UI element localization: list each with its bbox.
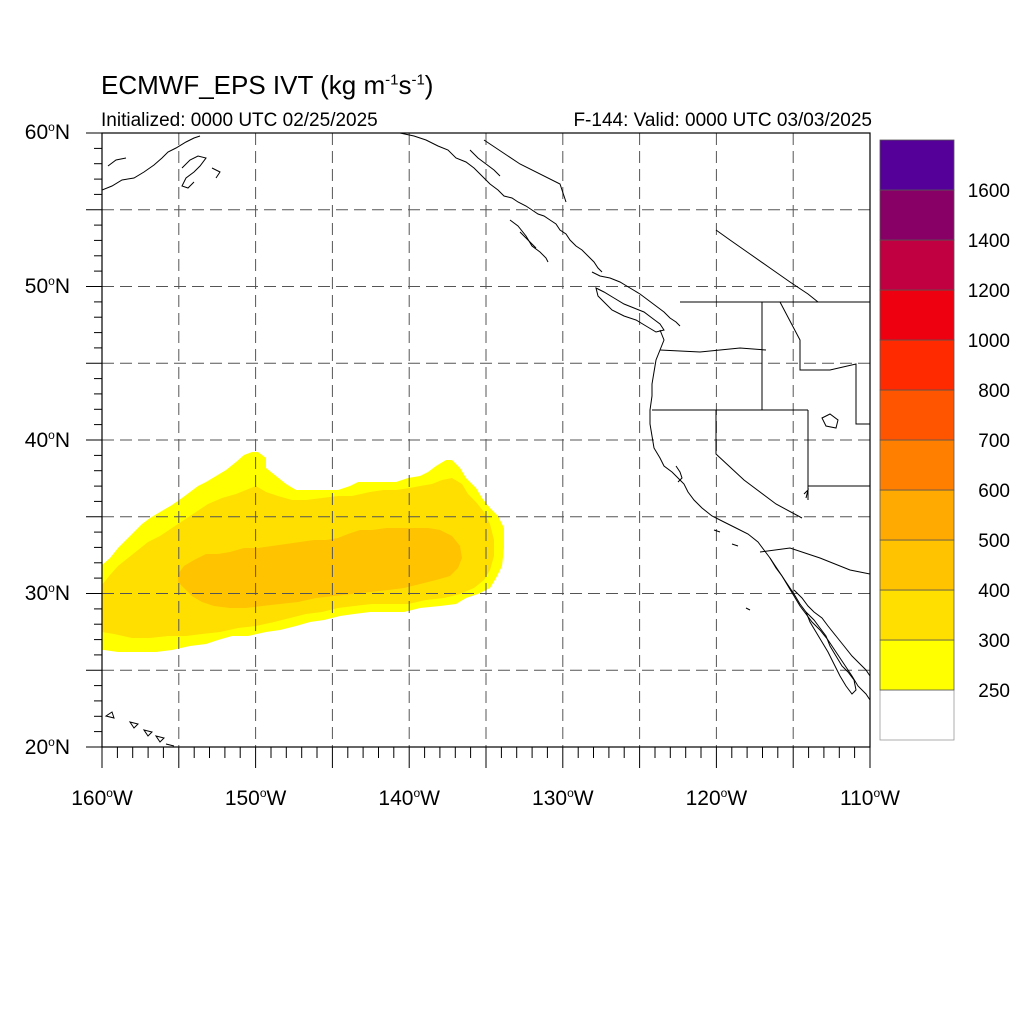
lon-label-130w: 130oW xyxy=(532,786,594,810)
colorbar-swatch xyxy=(879,339,955,391)
colorbar-swatch xyxy=(879,189,955,241)
montana-border xyxy=(779,301,870,425)
colorbar-swatch xyxy=(879,639,955,691)
colorbar-swatch xyxy=(879,589,955,641)
alaska-canada-border xyxy=(483,139,567,203)
colorbar-label: 600 xyxy=(978,481,1010,502)
axis-ticks xyxy=(86,132,871,768)
bc-coast xyxy=(591,271,681,327)
colorbar-swatch xyxy=(879,689,955,741)
lat-label-40n: 40oN xyxy=(24,428,70,452)
lon-label-150w: 150oW xyxy=(224,786,287,810)
lon-label-120w: 120oW xyxy=(685,786,748,810)
graticule xyxy=(102,133,870,747)
colorbar-swatch xyxy=(879,139,955,191)
washington-oregon-border xyxy=(659,347,767,353)
colorbar-label: 500 xyxy=(978,531,1010,552)
colorbar-label: 1400 xyxy=(968,231,1010,252)
vancouver-island xyxy=(595,287,665,333)
hawaii-islands xyxy=(104,711,175,747)
alaska-panhandle-coast xyxy=(399,133,603,273)
ivt-shading xyxy=(102,452,504,652)
coastlines xyxy=(102,133,870,747)
us-west-coast xyxy=(649,329,870,701)
colorbar-swatch xyxy=(879,539,955,591)
california-nevada-border xyxy=(715,410,803,519)
canadian-rockies xyxy=(715,229,819,303)
lon-label-140w: 140oW xyxy=(378,786,440,810)
lat-label-20n: 20oN xyxy=(24,735,70,759)
colorbar-label: 250 xyxy=(978,681,1010,702)
colorbar-swatch xyxy=(879,489,955,541)
colorbar-swatch xyxy=(879,239,955,291)
colorbar-swatch xyxy=(879,439,955,491)
great-salt-lake xyxy=(821,413,839,429)
lat-label-60n: 60oN xyxy=(24,120,70,144)
colorbar-swatch xyxy=(879,389,955,441)
colorbar-label: 800 xyxy=(978,381,1010,402)
colorbar-label: 400 xyxy=(978,581,1010,602)
initialized-time: Initialized: 0000 UTC 02/25/2025 xyxy=(101,110,378,131)
lon-label-160w: 160oW xyxy=(71,786,133,810)
chart-title: ECMWF_EPS IVT (kg m-1s-1) xyxy=(101,70,434,100)
colorbar: 250 300 400 500 600 700 800 1000 1200 1400 1600 xyxy=(879,139,1010,741)
mexico-border xyxy=(759,547,870,575)
colorbar-swatch xyxy=(879,289,955,341)
lat-label-50n: 50oN xyxy=(24,274,70,298)
colorbar-label: 1200 xyxy=(968,281,1010,302)
kodiak-island xyxy=(181,155,207,189)
valid-time: F-144: Valid: 0000 UTC 03/03/2025 xyxy=(573,110,872,131)
ivt-400-band xyxy=(178,528,462,608)
colorbar-label: 1600 xyxy=(968,181,1010,202)
colorbar-label: 300 xyxy=(978,631,1010,652)
alaska-coast xyxy=(102,135,201,191)
lat-label-30n: 30oN xyxy=(24,581,70,605)
baja-california xyxy=(769,557,857,695)
colorbar-label: 700 xyxy=(978,431,1010,452)
colorbar-label: 1000 xyxy=(968,331,1010,352)
lon-label-110w: 110oW xyxy=(840,786,900,810)
